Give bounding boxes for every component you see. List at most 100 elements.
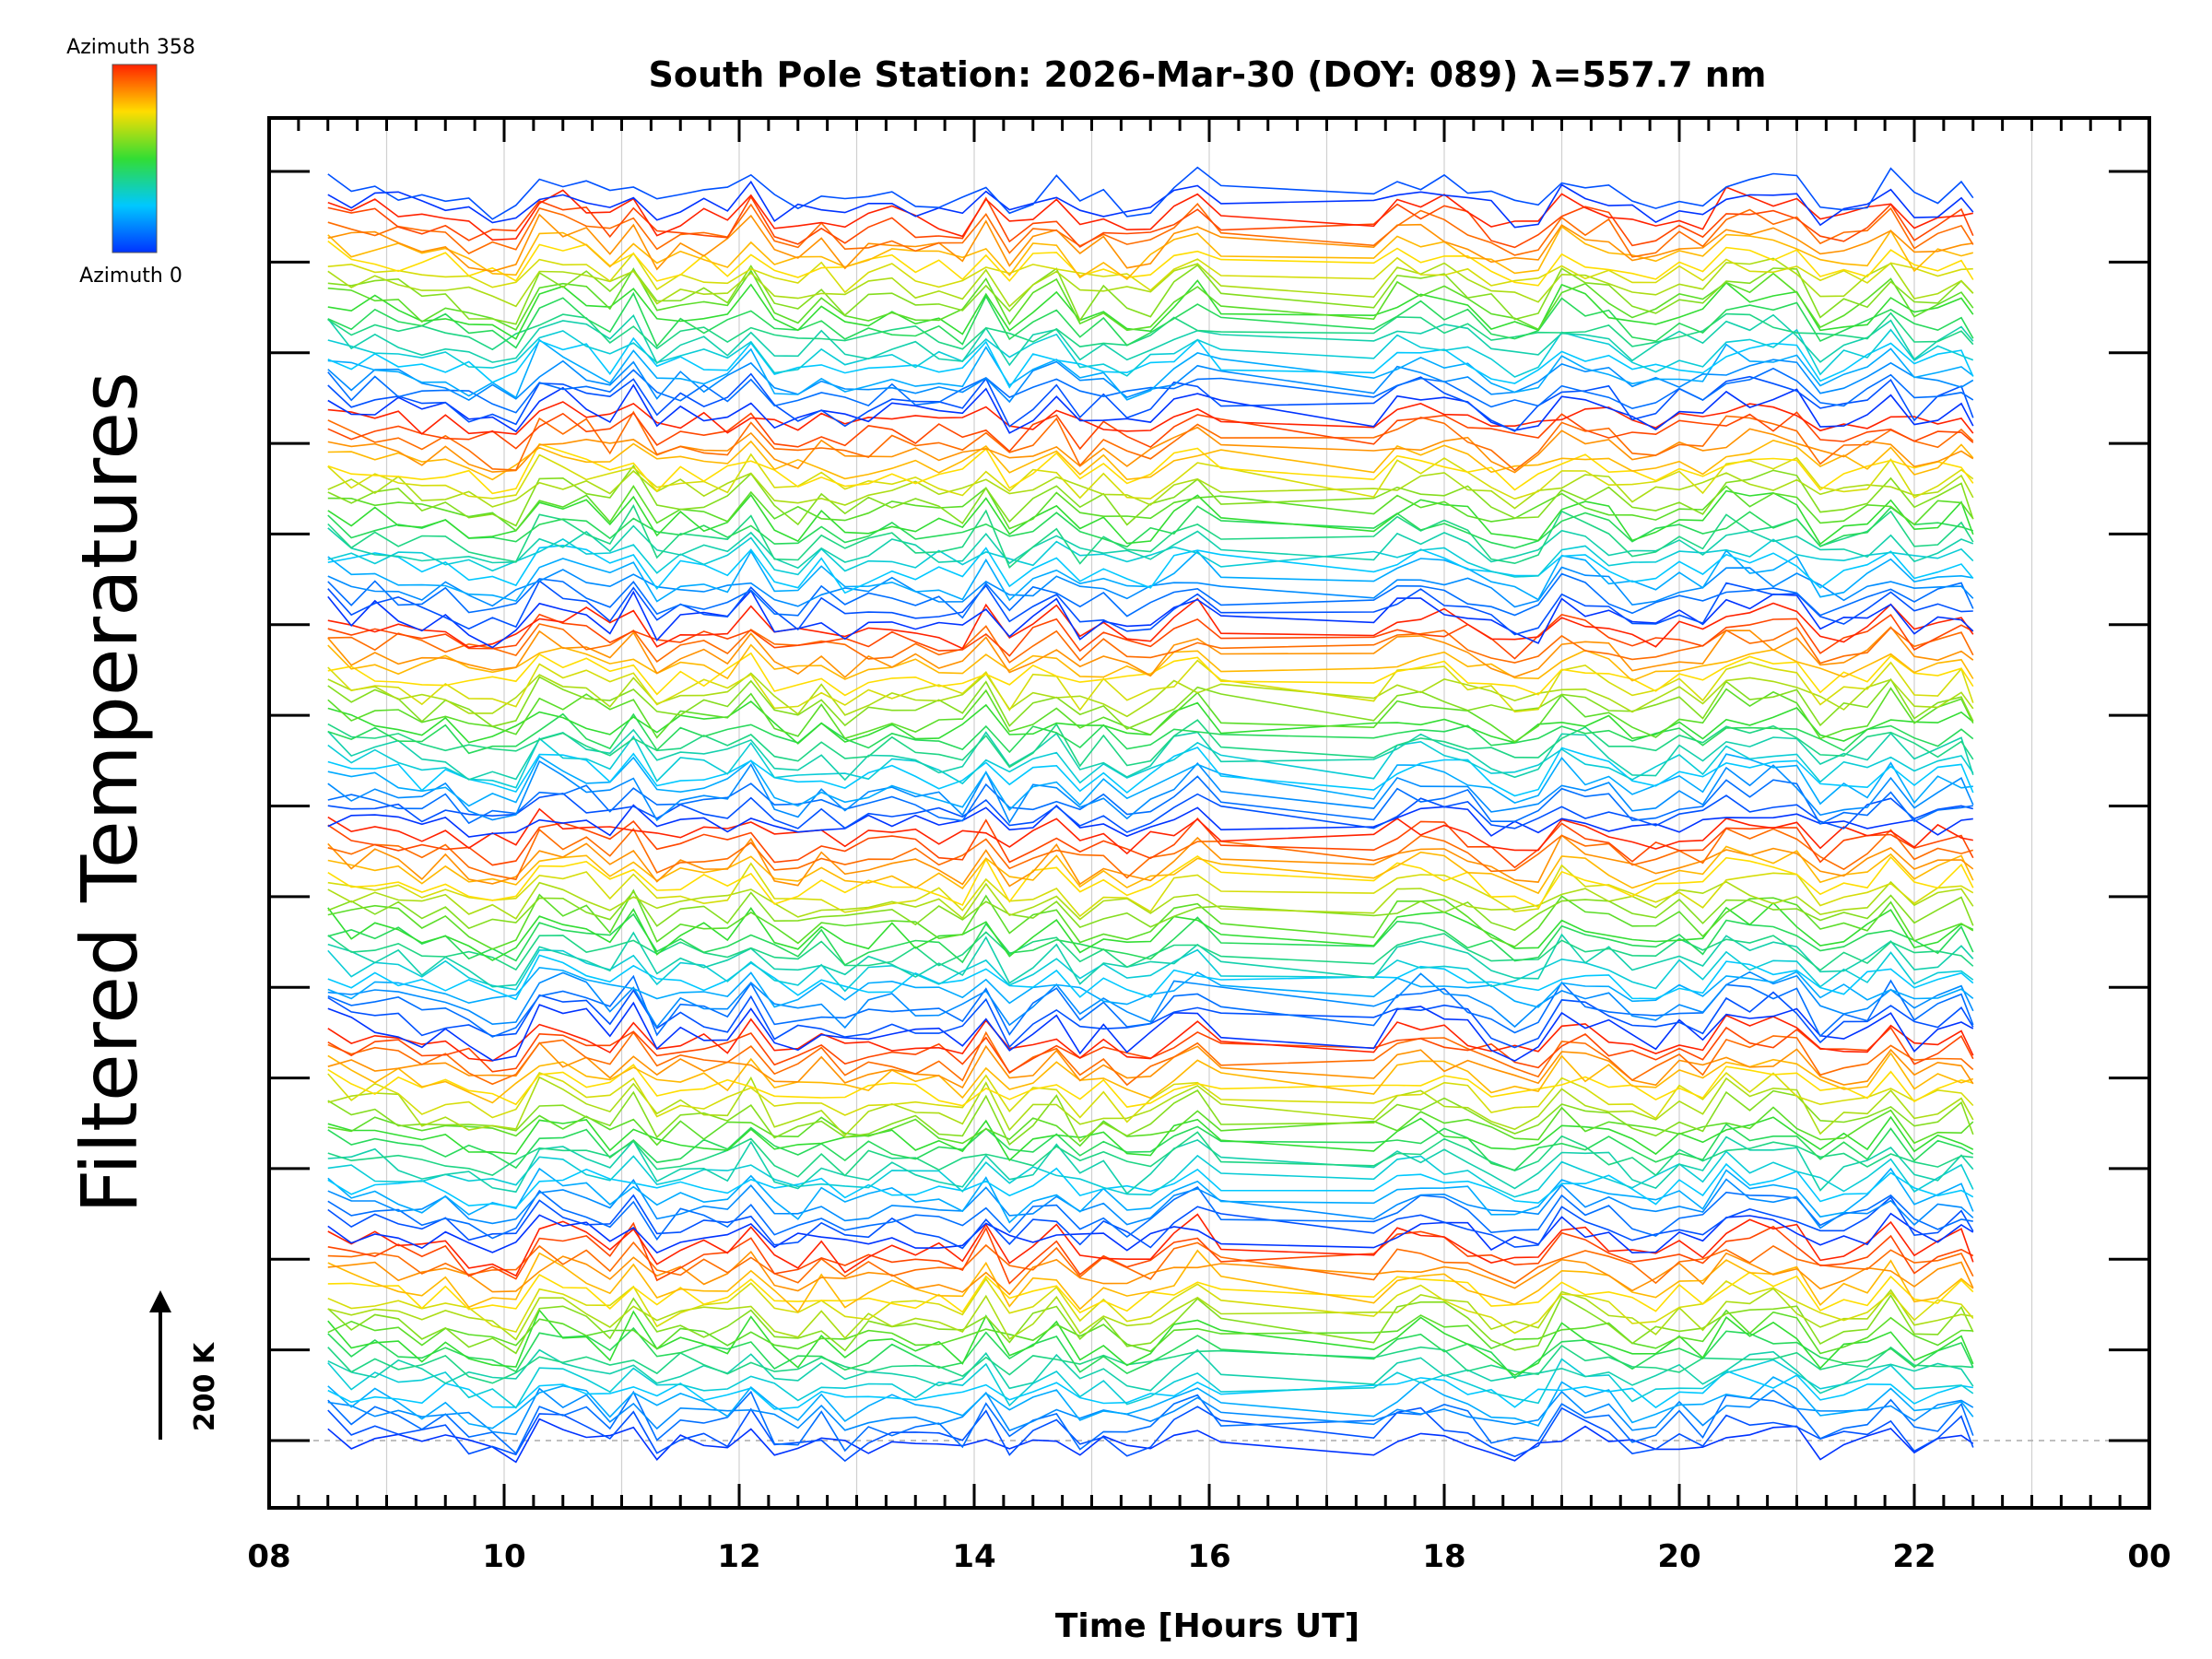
series-line [327,1358,1974,1409]
series-line [327,267,1974,332]
series-line [327,383,1974,434]
series-line [327,817,1974,869]
series-line [327,954,1974,1001]
series-line [327,643,1974,682]
series-line [327,700,1974,745]
series-line [327,264,1974,325]
scale-bar: 200 K [149,1290,221,1440]
series-line [327,166,1974,220]
series-line [327,659,1974,713]
series-line [327,597,1974,650]
series-line [327,1088,1974,1147]
series-line [327,775,1973,826]
series-line [327,1249,1974,1313]
series-line [327,1376,1974,1430]
series-line [327,1185,1973,1241]
series-line [327,549,1973,603]
series-line [327,845,1974,895]
series-line [327,1309,1974,1376]
series-line [327,1115,1974,1162]
series-line [327,536,1974,578]
series-line [327,1064,1973,1108]
series-line [327,1026,1974,1074]
series-line [327,971,1974,1030]
series-line [327,1241,1974,1285]
series-line [327,1250,1974,1296]
series-line [327,753,1973,811]
series-line [327,257,1974,308]
series-line [327,1344,1973,1384]
series-line [327,566,1974,608]
series-line [327,401,1974,435]
series-line [327,912,1974,967]
series-line [327,195,1974,249]
series-line [327,1071,1974,1124]
chart-title: South Pole Station: 2026-Mar-30 (DOY: 08… [649,54,1767,95]
series-line [327,931,1974,971]
series-line [327,1123,1974,1171]
series-line [327,1387,1974,1436]
scale-arrow-head-icon [149,1290,171,1312]
x-tick-labels: 08 10 12 14 16 18 20 22 00 [247,1538,2171,1575]
series-line [327,1288,1973,1341]
series-line [327,626,1974,678]
series-line [327,442,1974,495]
series-line [327,359,1974,404]
series-line [327,426,1974,474]
series-line [327,580,1973,636]
series-line [327,1213,1974,1277]
series-line [327,687,1974,743]
series-line [327,931,1974,988]
series-line [327,589,1974,649]
series-line [327,180,1974,229]
x-axis-label: Time [Hours UT] [1055,1607,1359,1645]
series-line [327,827,1974,881]
series-line [327,312,1974,351]
x-tick-label: 00 [2127,1538,2171,1575]
series-line [327,1326,1974,1380]
series-line [327,759,1974,824]
series-line [327,1106,1974,1147]
series-line [327,572,1974,619]
x-tick-label: 10 [482,1538,525,1575]
series-line [327,1309,1973,1355]
series-line [327,613,1974,660]
series-line [327,1390,1974,1455]
x-tick-label: 08 [247,1538,290,1575]
series-line [327,966,1974,1008]
series-line [327,367,1974,414]
series-line [327,1001,1974,1063]
series-line [327,453,1974,500]
x-tick-label: 14 [952,1538,995,1575]
series-line [327,252,1973,294]
series-line [327,1162,1974,1209]
series-line [327,336,1974,389]
colorbar-top-label: Azimuth 358 [66,36,195,59]
series-line [327,505,1974,549]
series-line [327,544,1974,594]
x-tick-label: 22 [1892,1538,1936,1575]
series-line [327,1014,1974,1062]
y-axis-label: Filtered Temperatures [65,371,155,1214]
series-line [327,890,1974,932]
series-line [327,807,1973,855]
series-line [327,338,1974,401]
series-line [327,712,1974,755]
series-line [327,1076,1974,1137]
series-line [327,1418,1974,1464]
series-line [327,989,1974,1049]
series-line [327,728,1974,782]
series-line [327,1178,1974,1230]
x-tick-label: 20 [1657,1538,1700,1575]
series-line [327,439,1974,481]
series-line [327,1194,1974,1250]
series-line [327,834,1974,888]
series-line [327,1041,1974,1089]
series-line [327,410,1974,472]
series-line [327,793,1973,833]
x-tick-label: 16 [1187,1538,1230,1575]
series-line [327,623,1974,665]
series-line [327,1271,1974,1314]
series-line [327,974,1974,1038]
